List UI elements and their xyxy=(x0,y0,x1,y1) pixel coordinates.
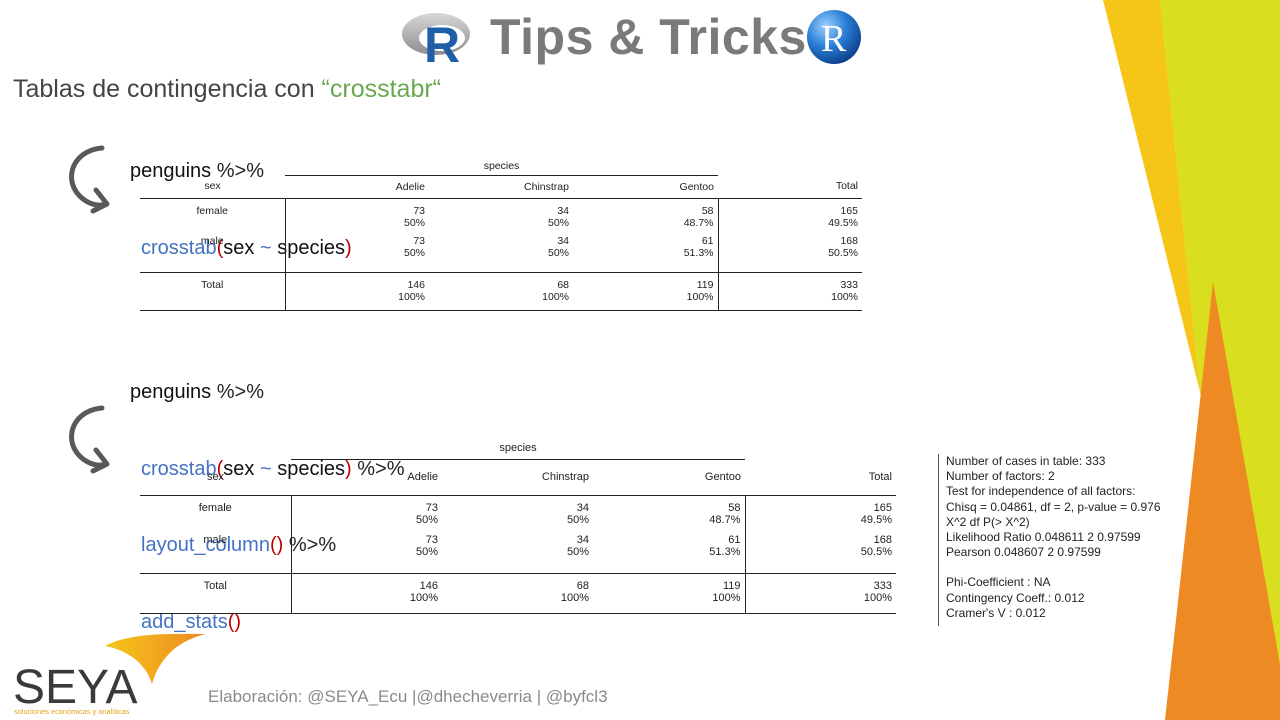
row-var-header: sex xyxy=(140,175,285,199)
table-row: male 73 50% 34 50% 61 51.3% 168 50.5% xyxy=(140,235,862,273)
table-row: male 73 50% 34 50% 61 51.3% 168 50.5% xyxy=(140,534,896,574)
stats-panel: Number of cases in table: 333 Number of … xyxy=(938,454,1166,626)
column-header: Gentoo xyxy=(593,459,745,496)
code-pipe: %>% xyxy=(211,381,264,403)
svg-text:SEYA: SEYA xyxy=(13,661,138,714)
subtitle-text: Tablas de contingencia con xyxy=(13,75,322,103)
table-row: female 73 50% 34 50% 58 48.7% 165 49.5% xyxy=(140,198,862,235)
svg-text:R: R xyxy=(424,17,460,64)
column-header: Chinstrap xyxy=(429,175,573,199)
subtitle: Tablas de contingencia con “crosstabr“ xyxy=(13,75,441,104)
table-row: female 73 50% 34 50% 58 48.7% 165 49.5% xyxy=(140,495,896,534)
package-name: “crosstabr“ xyxy=(321,75,442,103)
column-header: Chinstrap xyxy=(442,459,593,496)
page-title: Tips & Tricks xyxy=(490,9,807,65)
stats-line: X^2 df P(> X^2) xyxy=(946,514,1030,529)
table-total-row: Total 146 100% 68 100% 119 100% 333 100% xyxy=(140,573,896,614)
table-total-row: Total 146 100% 68 100% 119 100% 333 100% xyxy=(140,272,862,311)
species-spanner: species xyxy=(285,160,718,176)
r-logo-icon: R xyxy=(402,13,470,64)
footer-credits: Elaboración: @SEYA_Ecu |@dhecheverria | … xyxy=(208,687,608,706)
r-ball-icon: R xyxy=(807,10,861,64)
species-spanner: species xyxy=(291,442,745,460)
contingency-table-2: species sex Adelie Chinstrap Gentoo Tota… xyxy=(140,442,896,614)
column-header: Gentoo xyxy=(573,175,718,199)
stats-line xyxy=(946,560,1166,575)
curved-arrow-icon xyxy=(69,145,110,214)
column-header: Total xyxy=(718,175,862,199)
stats-line: Pearson 0.048607 2 0.97599 xyxy=(946,545,1101,560)
svg-text:soluciones económicas y analít: soluciones económicas y analíticas xyxy=(14,707,130,716)
stats-line: Number of cases in table: 333 xyxy=(946,454,1106,468)
seya-logo: SEYA soluciones económicas y analíticas xyxy=(13,633,206,716)
svg-text:R: R xyxy=(821,18,847,60)
code-object: penguins xyxy=(130,381,212,403)
column-header: Adelie xyxy=(285,175,429,199)
row-var-header: sex xyxy=(140,459,291,496)
stats-line: Test for independence of all factors: xyxy=(946,484,1136,499)
decorative-triangles xyxy=(1103,0,1280,720)
stats-line: Phi-Coefficient : NA xyxy=(946,575,1051,590)
stats-line: Number of factors: 2 xyxy=(946,469,1055,484)
column-header: Adelie xyxy=(291,459,442,496)
stats-line: Contingency Coeff.: 0.012 xyxy=(946,590,1085,605)
contingency-table-1: species sex Adelie Chinstrap Gentoo Tota… xyxy=(140,160,862,311)
stats-line: Chisq = 0.04861, df = 2, p-value = 0.976 xyxy=(946,499,1161,514)
stats-line: Cramer's V : 0.012 xyxy=(946,605,1046,620)
stats-line: Likelihood Ratio 0.048611 2 0.97599 xyxy=(946,530,1141,545)
column-header: Total xyxy=(745,459,896,496)
code-function: add_stats xyxy=(141,610,228,633)
header: R Tips & Tricks R xyxy=(0,0,1280,75)
curved-arrow-icon xyxy=(69,405,110,474)
